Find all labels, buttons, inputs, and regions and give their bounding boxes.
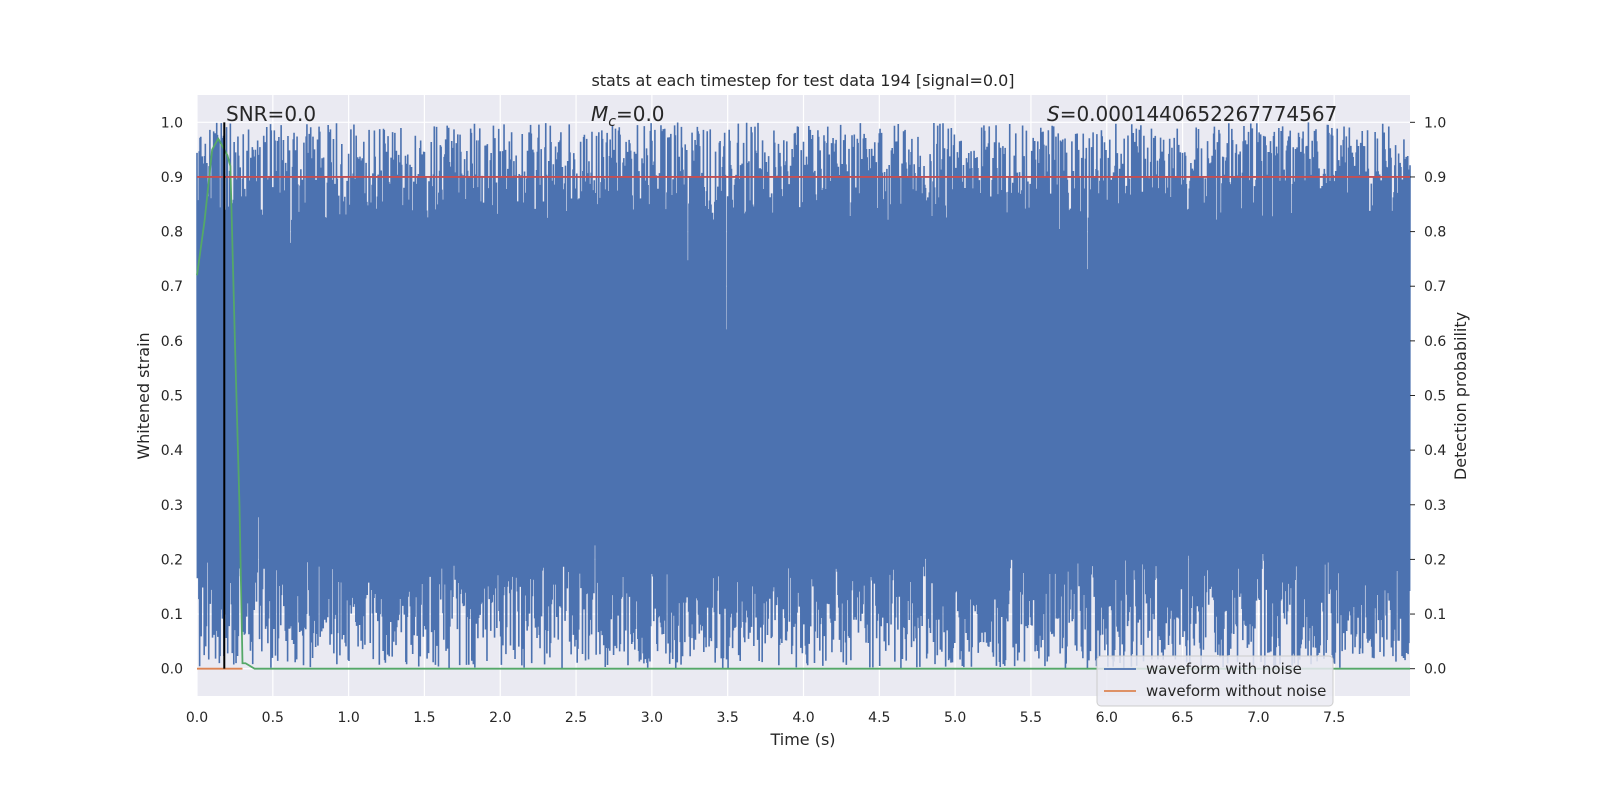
x-tick-label: 2.5 bbox=[565, 710, 587, 726]
x-tick-label: 4.5 bbox=[868, 710, 890, 726]
y-tick-label-left: 1.0 bbox=[161, 115, 183, 131]
x-tick-label: 0.5 bbox=[262, 710, 284, 726]
lines bbox=[196, 122, 1410, 670]
snr-prefix: SNR= bbox=[226, 102, 284, 126]
x-tick-label: 1.0 bbox=[337, 710, 359, 726]
x-axis-label: Time (s) bbox=[769, 730, 835, 749]
y-axis-right-label: Detection probability bbox=[1451, 312, 1470, 480]
x-tick-label: 1.5 bbox=[413, 710, 435, 726]
snr-annotation: SNR=0.0 bbox=[226, 102, 316, 126]
y-tick-label-left: 0.9 bbox=[161, 170, 183, 186]
x-axis-ticks: 0.0 0.5 1.0 1.5 2.0 2.5 3.0 3.5 4.0 4.5 5.0 5.5 6.0 6… bbox=[186, 710, 1345, 726]
x-tick-label: 6.0 bbox=[1096, 710, 1118, 726]
y-tick-label-left: 0.3 bbox=[161, 498, 183, 514]
x-tick-label: 2.0 bbox=[489, 710, 511, 726]
mc-annotation: Mc=0.0 bbox=[591, 102, 665, 130]
x-tick-label: 7.5 bbox=[1323, 710, 1345, 726]
y-tick-label-right: 0.2 bbox=[1424, 552, 1446, 568]
y-tick-label-left: 0.7 bbox=[161, 279, 183, 295]
y-axis-right-ticks: 0.0 0.1 0.2 0.3 0.4 0.5 0.6 0.7 0.8 0.9 1.0 bbox=[1410, 115, 1446, 678]
y-tick-label-left: 0.1 bbox=[161, 607, 183, 623]
x-tick-label: 3.0 bbox=[641, 710, 663, 726]
snr-value: 0.0 bbox=[284, 102, 316, 126]
legend-label-waveform-without-noise: waveform without noise bbox=[1146, 682, 1326, 700]
y-tick-label-left: 0.8 bbox=[161, 225, 183, 241]
x-tick-label: 6.5 bbox=[1171, 710, 1193, 726]
y-tick-label-right: 0.4 bbox=[1424, 443, 1446, 459]
s-symbol: S bbox=[1047, 102, 1060, 126]
y-tick-label-right: 0.8 bbox=[1424, 225, 1446, 241]
y-tick-label-right: 0.7 bbox=[1424, 279, 1446, 295]
legend-box bbox=[1096, 655, 1334, 707]
s-value: =0.0001440652267774567 bbox=[1060, 102, 1338, 126]
mc-value: =0.0 bbox=[616, 102, 665, 126]
x-tick-label: 7.0 bbox=[1247, 710, 1269, 726]
chart-title: stats at each timestep for test data 194… bbox=[591, 71, 1014, 90]
y-tick-label-left: 0.5 bbox=[161, 389, 183, 405]
waveform-with-noise-series bbox=[196, 122, 1411, 669]
y-tick-label-left: 0.2 bbox=[161, 552, 183, 568]
x-tick-label: 0.0 bbox=[186, 710, 208, 726]
legend-label-waveform-with-noise: waveform with noise bbox=[1146, 660, 1302, 678]
mc-symbol: M bbox=[591, 102, 608, 126]
y-tick-label-right: 0.3 bbox=[1424, 498, 1446, 514]
y-tick-label-left: 0.4 bbox=[161, 443, 183, 459]
y-axis-left-label: Whitened strain bbox=[134, 332, 153, 459]
y-tick-label-right: 0.5 bbox=[1424, 389, 1446, 405]
y-tick-label-left: 0.0 bbox=[161, 662, 183, 678]
s-annotation: S=0.0001440652267774567 bbox=[1047, 102, 1337, 126]
y-tick-label-right: 0.6 bbox=[1424, 334, 1446, 350]
legend: waveform with noise waveform without noi… bbox=[1096, 655, 1334, 707]
x-tick-label: 5.5 bbox=[1020, 710, 1042, 726]
y-axis-left-ticks: 0.0 0.1 0.2 0.3 0.4 0.5 0.6 0.7 0.8 0.9 1.0 bbox=[161, 115, 183, 677]
detection-probability-line bbox=[196, 136, 1410, 670]
x-tick-label: 3.5 bbox=[717, 710, 739, 726]
x-tick-label: 4.0 bbox=[792, 710, 814, 726]
waveform-with-noise-line bbox=[196, 122, 1411, 669]
y-tick-label-right: 0.9 bbox=[1424, 170, 1446, 186]
y-tick-label-right: 0.0 bbox=[1424, 662, 1446, 678]
mc-subscript: c bbox=[608, 114, 616, 130]
y-tick-label-right: 0.1 bbox=[1424, 607, 1446, 623]
y-tick-label-left: 0.6 bbox=[161, 334, 183, 350]
x-tick-label: 5.0 bbox=[944, 710, 966, 726]
y-tick-label-right: 1.0 bbox=[1424, 115, 1446, 131]
